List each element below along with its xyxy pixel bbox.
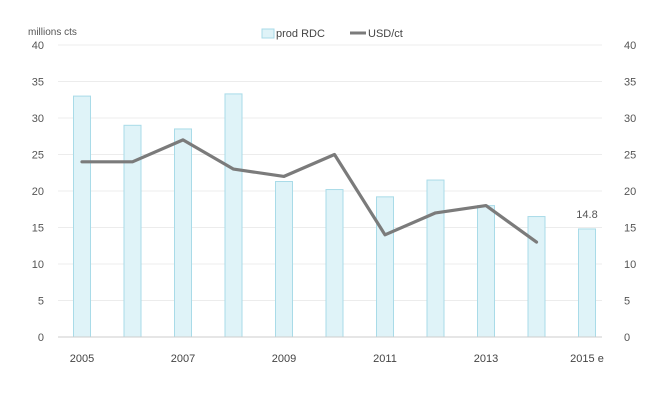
- y-tick-label-right-25: 25: [624, 150, 636, 162]
- y-tick-label-right-30: 30: [624, 113, 636, 125]
- x-tick-label-2009: 2009: [272, 353, 296, 365]
- y-tick-label-left-5: 5: [38, 296, 44, 308]
- y-tick-label-right-0: 0: [624, 332, 630, 344]
- y-tick-label-left-40: 40: [32, 40, 44, 52]
- bar-2012: [427, 180, 444, 337]
- y-tick-label-right-35: 35: [624, 77, 636, 89]
- legend-swatch-prod-rdc: [262, 29, 274, 38]
- labels-layer: 14.8: [576, 209, 597, 221]
- y-tick-label-left-20: 20: [32, 186, 44, 198]
- y-tick-label-right-40: 40: [624, 40, 636, 52]
- legend-label-prod-rdc: prod RDC: [276, 28, 325, 40]
- y-tick-label-left-15: 15: [32, 223, 44, 235]
- bar-2010: [326, 190, 343, 337]
- x-tick-label-2007: 2007: [171, 353, 195, 365]
- y-tick-label-right-15: 15: [624, 223, 636, 235]
- x-tick-label-2011: 2011: [373, 353, 397, 365]
- bar-2013: [478, 206, 495, 337]
- bar-2011: [377, 197, 394, 337]
- x-tick-label-2015-e: 2015 e: [570, 353, 604, 365]
- legend: prod RDC USD/ct: [262, 28, 403, 40]
- y-tick-label-right-10: 10: [624, 259, 636, 271]
- bar-2006: [124, 125, 141, 337]
- legend-label-usd-ct: USD/ct: [368, 28, 403, 40]
- data-label-2015-e: 14.8: [576, 209, 597, 221]
- y-axis-unit-label: millions cts: [28, 27, 77, 38]
- y-tick-label-left-25: 25: [32, 150, 44, 162]
- y-tick-label-left-10: 10: [32, 259, 44, 271]
- y-tick-label-left-35: 35: [32, 77, 44, 89]
- y-tick-label-right-5: 5: [624, 296, 630, 308]
- x-tick-label-2013: 2013: [474, 353, 498, 365]
- y-tick-label-left-30: 30: [32, 113, 44, 125]
- x-tick-label-2005: 2005: [70, 353, 94, 365]
- bar-2008: [225, 94, 242, 337]
- y-tick-label-left-0: 0: [38, 332, 44, 344]
- bar-2007: [175, 129, 192, 337]
- y-tick-label-right-20: 20: [624, 186, 636, 198]
- bar-2005: [74, 96, 91, 337]
- bar-2015-e: [579, 229, 596, 337]
- bar-2009: [276, 182, 293, 337]
- bar-2014: [528, 217, 545, 337]
